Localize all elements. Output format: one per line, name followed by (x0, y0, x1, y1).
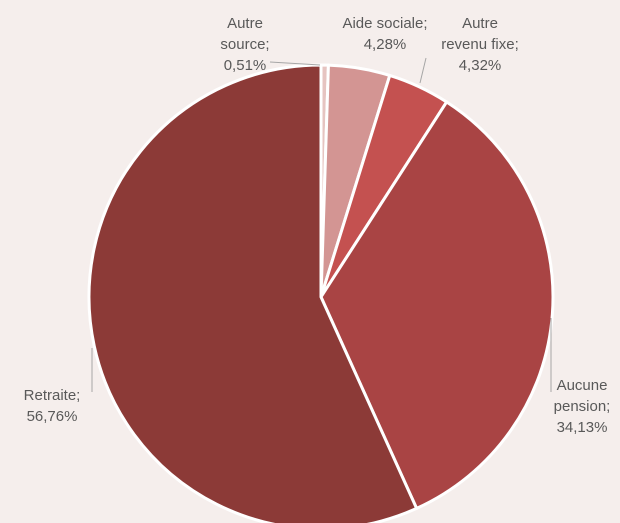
leader-line-autre-source (269, 61, 321, 66)
slice-label-line: Retraite; (24, 387, 81, 404)
slice-label-autre-source: Autre source; 0,51% (220, 15, 269, 74)
slice-label-line: 4,32% (459, 57, 502, 74)
slice-label-line: Autre (227, 15, 263, 32)
slice-label-line: 0,51% (224, 57, 267, 74)
slices-layer (87, 63, 555, 523)
pie-slice-retraite (87, 63, 419, 523)
slice-label-line: 34,13% (557, 419, 608, 436)
labels-layer: Autre source; 0,51% Aide sociale; 4,28% Autre… (24, 15, 611, 436)
slice-label-line: pension; (554, 398, 611, 415)
slice-label-line: revenu fixe; (441, 36, 519, 53)
slice-label-line: 56,76% (27, 408, 78, 425)
slice-label-line: Autre (462, 15, 498, 32)
pie-slice-aucune-pension (319, 100, 555, 510)
slice-label-line: 4,28% (364, 36, 407, 53)
slice-label-retraite: Retraite; 56,76% (24, 387, 81, 425)
leader-lines-layer (91, 57, 552, 392)
slice-label-line: Aide sociale; (342, 15, 427, 32)
slice-label-line: Aucune (557, 377, 608, 394)
leader-line-autre-revenu-fixe (419, 57, 427, 84)
slice-label-line: source; (220, 36, 269, 53)
slice-label-aide-sociale: Aide sociale; 4,28% (342, 15, 427, 53)
slice-label-aucune-pension: Aucune pension; 34,13% (554, 377, 611, 436)
slice-label-autre-revenu-fixe: Autre revenu fixe; 4,32% (441, 15, 519, 74)
